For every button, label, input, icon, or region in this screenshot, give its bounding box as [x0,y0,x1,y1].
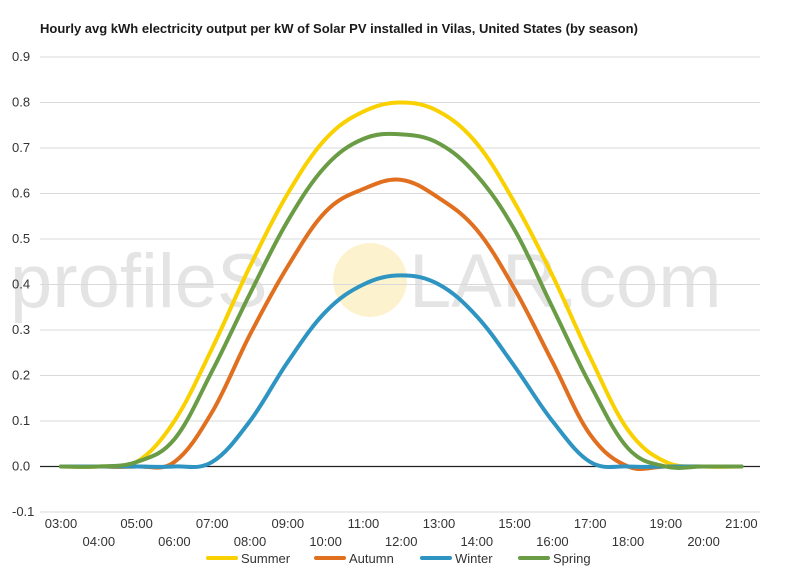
y-tick-label: -0.1 [12,504,34,519]
x-tick-label: 20:00 [687,534,720,549]
watermark-text-left: profileS [10,239,268,324]
x-tick-label: 08:00 [234,534,267,549]
legend-label: Winter [455,551,493,566]
legend-label: Autumn [349,551,394,566]
x-tick-label: 13:00 [423,516,456,531]
y-tick-label: 0.5 [12,231,30,246]
x-tick-label: 19:00 [650,516,683,531]
legend-label: Summer [241,551,291,566]
x-tick-label: 15:00 [498,516,531,531]
x-tick-label: 06:00 [158,534,191,549]
y-tick-label: 0.7 [12,140,30,155]
legend-item-summer[interactable]: Summer [206,551,291,566]
chart-title: Hourly avg kWh electricity output per kW… [40,21,638,36]
y-axis: -0.1 0.0 0.1 0.2 0.3 0.4 0.5 0.6 0.7 0.8 0.9 [12,49,34,519]
legend-item-spring[interactable]: Spring [518,551,591,566]
y-tick-label: 0.1 [12,413,30,428]
legend-label: Spring [553,551,591,566]
series-line-winter [59,273,744,469]
legend-item-autumn[interactable]: Autumn [314,551,394,566]
legend[interactable]: Summer Autumn Winter Spring [206,551,591,566]
x-tick-label: 12:00 [385,534,418,549]
x-tick-label: 07:00 [196,516,229,531]
watermark-text-right: LAR.com [409,239,722,324]
x-tick-label: 14:00 [461,534,494,549]
x-tick-label: 17:00 [574,516,607,531]
y-tick-label: 0.0 [12,459,30,474]
y-tick-label: 0.9 [12,49,30,64]
x-tick-label: 18:00 [612,534,645,549]
y-tick-label: 0.3 [12,322,30,337]
x-tick-label: 05:00 [120,516,153,531]
x-tick-label: 10:00 [309,534,342,549]
x-tick-label: 03:00 [45,516,78,531]
y-tick-label: 0.6 [12,186,30,201]
x-tick-label: 11:00 [348,516,380,531]
series-lines [59,100,744,472]
series-line-spring [59,131,744,470]
x-tick-label: 21:00 [725,516,758,531]
y-tick-label: 0.8 [12,95,30,110]
series-line-summer [59,100,744,469]
gridlines [40,56,760,513]
series-line-autumn [59,177,744,472]
y-tick-label: 0.2 [12,368,30,383]
watermark: profileS LAR.com [10,239,722,324]
x-axis: 03:00 04:00 05:00 06:00 07:00 08:00 09:00 10:00… [45,516,758,549]
y-tick-label: 0.4 [12,277,30,292]
x-tick-label: 04:00 [83,534,116,549]
x-tick-label: 09:00 [272,516,305,531]
x-tick-label: 16:00 [536,534,569,549]
legend-item-winter[interactable]: Winter [420,551,493,566]
